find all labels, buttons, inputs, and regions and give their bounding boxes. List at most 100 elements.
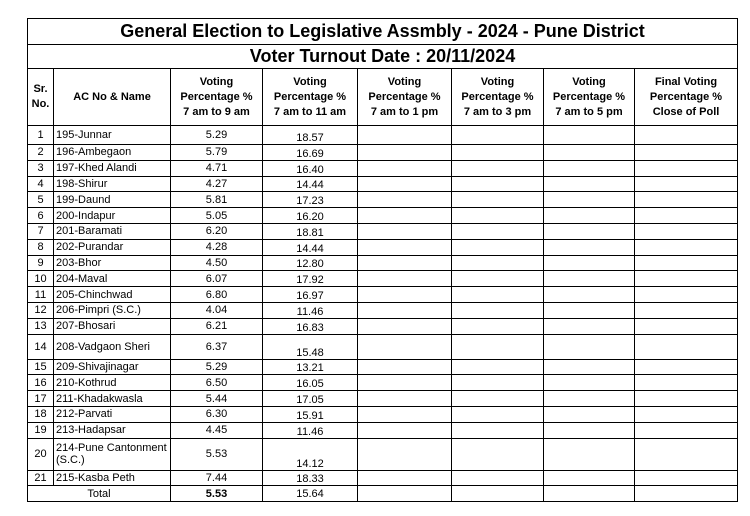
cell: 202-Purandar xyxy=(53,238,171,256)
empty-cell xyxy=(357,405,452,423)
empty-cell xyxy=(543,254,635,272)
empty-cell xyxy=(633,254,739,272)
cell: 213-Hadapsar xyxy=(53,421,171,439)
table-row: 20 214-Pune Cantonment (S.C.) 5.53 14.12 xyxy=(27,437,739,471)
cell: 15.91 xyxy=(262,405,358,423)
header-line: 7 am to 1 pm xyxy=(370,105,439,118)
cell: 210-Kothrud xyxy=(53,374,171,392)
empty-cell xyxy=(451,485,544,503)
header-row: Sr. No. AC No & Name Voting Percentage % 7 am… xyxy=(27,68,739,126)
cell: 13 xyxy=(27,317,54,335)
empty-cell xyxy=(633,374,739,392)
cell: 14.12 xyxy=(262,437,358,471)
cell: 204-Maval xyxy=(53,270,171,288)
header-line: Percentage % xyxy=(649,90,723,103)
empty-cell xyxy=(543,270,635,288)
cell: 207-Bhosari xyxy=(53,317,171,335)
header-line: Final Voting xyxy=(654,75,718,88)
header-line: 7 am to 3 pm xyxy=(463,105,532,118)
empty-cell xyxy=(451,125,544,145)
header-cell: Voting Percentage % 7 am to 3 pm xyxy=(451,68,544,126)
cell: 6.07 xyxy=(170,270,263,288)
empty-cell xyxy=(451,207,544,224)
header-cell: Final Voting Percentage % Close of Poll xyxy=(633,68,739,126)
empty-cell xyxy=(633,437,739,471)
empty-cell xyxy=(633,222,739,240)
header-line: Voting xyxy=(293,75,327,88)
empty-cell xyxy=(543,238,635,256)
cell: 16.20 xyxy=(262,207,358,224)
cell: 5.44 xyxy=(170,390,263,407)
empty-cell xyxy=(357,254,452,272)
empty-cell xyxy=(451,390,544,407)
cell: 200-Indapur xyxy=(53,207,171,224)
table-row: 17 211-Khadakwasla 5.44 17.05 xyxy=(27,390,739,407)
cell: 13.21 xyxy=(262,358,358,376)
turnout-table: General Election to Legislative Assmbly … xyxy=(26,18,739,503)
cell: 4.71 xyxy=(170,159,263,177)
empty-cell xyxy=(633,301,739,319)
empty-cell xyxy=(543,333,635,360)
table-row: 7 201-Baramati 6.20 18.81 xyxy=(27,222,739,240)
cell: 208-Vadgaon Sheri xyxy=(53,333,171,360)
empty-cell xyxy=(543,191,635,209)
cell: 18.33 xyxy=(262,469,358,487)
empty-cell xyxy=(357,358,452,376)
cell: 209-Shivajinagar xyxy=(53,358,171,376)
empty-cell xyxy=(543,144,635,161)
subtitle: Voter Turnout Date : 20/11/2024 xyxy=(26,44,739,69)
empty-cell xyxy=(543,222,635,240)
table-row: 2 196-Ambegaon 5.79 16.69 xyxy=(27,144,739,161)
empty-cell xyxy=(357,175,452,193)
empty-cell xyxy=(357,270,452,288)
cell: 16 xyxy=(27,374,54,392)
empty-cell xyxy=(451,317,544,335)
empty-cell xyxy=(357,222,452,240)
cell: 4 xyxy=(27,175,54,193)
cell: 14 xyxy=(27,333,54,360)
cell: 5.53 xyxy=(170,437,263,471)
empty-cell xyxy=(357,191,452,209)
cell: 20 xyxy=(27,437,54,471)
empty-cell xyxy=(543,301,635,319)
cell: 16.40 xyxy=(262,159,358,177)
cell: 3 xyxy=(27,159,54,177)
cell: 5.29 xyxy=(170,125,263,145)
empty-cell xyxy=(633,207,739,224)
empty-cell xyxy=(451,286,544,303)
table-row: 9 203-Bhor 4.50 12.80 xyxy=(27,254,739,272)
empty-cell xyxy=(543,358,635,376)
cell: 215-Kasba Peth xyxy=(53,469,171,487)
empty-cell xyxy=(451,374,544,392)
empty-cell xyxy=(543,207,635,224)
empty-cell xyxy=(543,421,635,439)
empty-cell xyxy=(451,270,544,288)
cell: 16.69 xyxy=(262,144,358,161)
empty-cell xyxy=(633,469,739,487)
cell: 196-Ambegaon xyxy=(53,144,171,161)
empty-cell xyxy=(451,191,544,209)
empty-cell xyxy=(451,175,544,193)
cell: 17.23 xyxy=(262,191,358,209)
empty-cell xyxy=(357,333,452,360)
empty-cell xyxy=(633,390,739,407)
empty-cell xyxy=(357,301,452,319)
cell: 206-Pimpri (S.C.) xyxy=(53,301,171,319)
header-line: Percentage % xyxy=(552,90,626,103)
empty-cell xyxy=(543,405,635,423)
cell: 11 xyxy=(27,286,54,303)
table-row: 19 213-Hadapsar 4.45 11.46 xyxy=(27,421,739,439)
cell: 4.45 xyxy=(170,421,263,439)
cell: 197-Khed Alandi xyxy=(53,159,171,177)
empty-cell xyxy=(451,144,544,161)
table-row: 15 209-Shivajinagar 5.29 13.21 xyxy=(27,358,739,376)
cell: 4.04 xyxy=(170,301,263,319)
table-row: 13 207-Bhosari 6.21 16.83 xyxy=(27,317,739,335)
empty-cell xyxy=(451,222,544,240)
header-cell: Voting Percentage % 7 am to 9 am xyxy=(170,68,263,126)
total-label: Total xyxy=(27,485,171,503)
table-row: 14 208-Vadgaon Sheri 6.37 15.48 xyxy=(27,333,739,360)
cell: 205-Chinchwad xyxy=(53,286,171,303)
cell: 5 xyxy=(27,191,54,209)
cell: 212-Parvati xyxy=(53,405,171,423)
